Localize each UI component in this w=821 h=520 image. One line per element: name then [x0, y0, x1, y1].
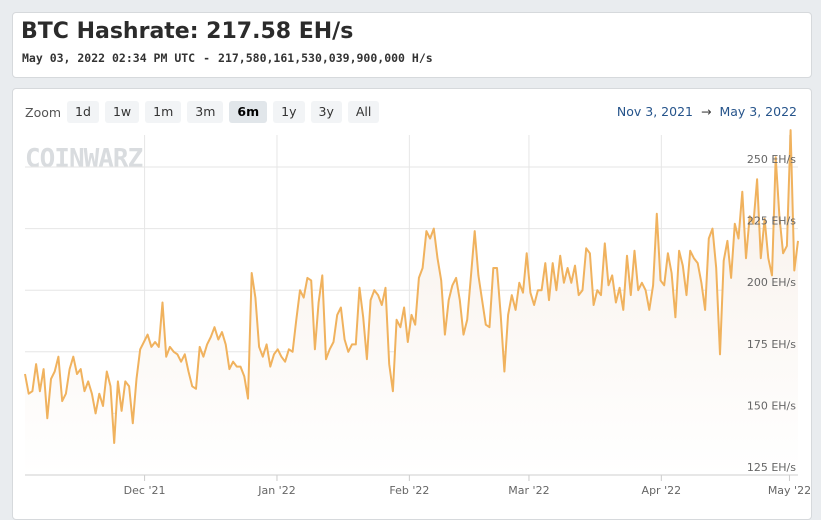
timestamp: May 03, 2022 02:34 PM UTC [22, 51, 196, 65]
zoom-toolbar: Zoom 1d 1w 1m 3m 6m 1y 3y All [25, 101, 385, 123]
zoom-button-6m[interactable]: 6m [229, 101, 268, 123]
hashrate-full: 217,580,161,530,039,900,000 H/s [218, 51, 433, 65]
x-tick-label: Jan '22 [257, 484, 295, 497]
y-tick-label: 150 EH/s [747, 399, 796, 412]
subtitle-separator: - [203, 51, 211, 65]
series-line [24, 129, 799, 444]
x-tick-label: Dec '21 [124, 484, 166, 497]
date-range: Nov 3, 2021 → May 3, 2022 [617, 104, 797, 119]
y-tick-label: 250 EH/s [747, 153, 796, 166]
header-card: BTC Hashrate: 217.58 EH/s May 03, 2022 0… [12, 12, 812, 78]
y-tick-label: 225 EH/s [747, 215, 796, 228]
y-tick-label: 200 EH/s [747, 276, 796, 289]
zoom-button-3y[interactable]: 3y [310, 101, 342, 123]
coinwarz-watermark: COINWARZ [25, 144, 143, 174]
series-area [25, 130, 798, 475]
zoom-label: Zoom [25, 104, 62, 120]
y-tick-label: 175 EH/s [747, 338, 796, 351]
x-tick-label: May '22 [768, 484, 811, 497]
x-tick-label: Apr '22 [642, 484, 682, 497]
y-tick-label: 125 EH/s [747, 461, 796, 474]
page-title: BTC Hashrate: 217.58 EH/s [21, 19, 354, 44]
zoom-button-1m[interactable]: 1m [145, 101, 182, 123]
range-to[interactable]: May 3, 2022 [719, 104, 797, 119]
range-arrow: → [700, 104, 712, 119]
zoom-button-3m[interactable]: 3m [187, 101, 224, 123]
subtitle: May 03, 2022 02:34 PM UTC -217,580,161,53… [22, 51, 433, 65]
chart-card: COINWARZ 125 EH/s 150 EH/s 175 EH/s 200 EH/s… [12, 88, 812, 520]
zoom-button-all[interactable]: All [347, 101, 380, 123]
zoom-button-1y[interactable]: 1y [273, 101, 305, 123]
x-tick-label: Mar '22 [508, 484, 549, 497]
zoom-button-1w[interactable]: 1w [104, 101, 140, 123]
hashrate-chart: COINWARZ 125 EH/s 150 EH/s 175 EH/s 200 EH/s… [24, 129, 811, 497]
range-from[interactable]: Nov 3, 2021 [616, 104, 693, 119]
zoom-button-1d[interactable]: 1d [67, 101, 99, 123]
x-tick-label: Feb '22 [389, 484, 429, 497]
